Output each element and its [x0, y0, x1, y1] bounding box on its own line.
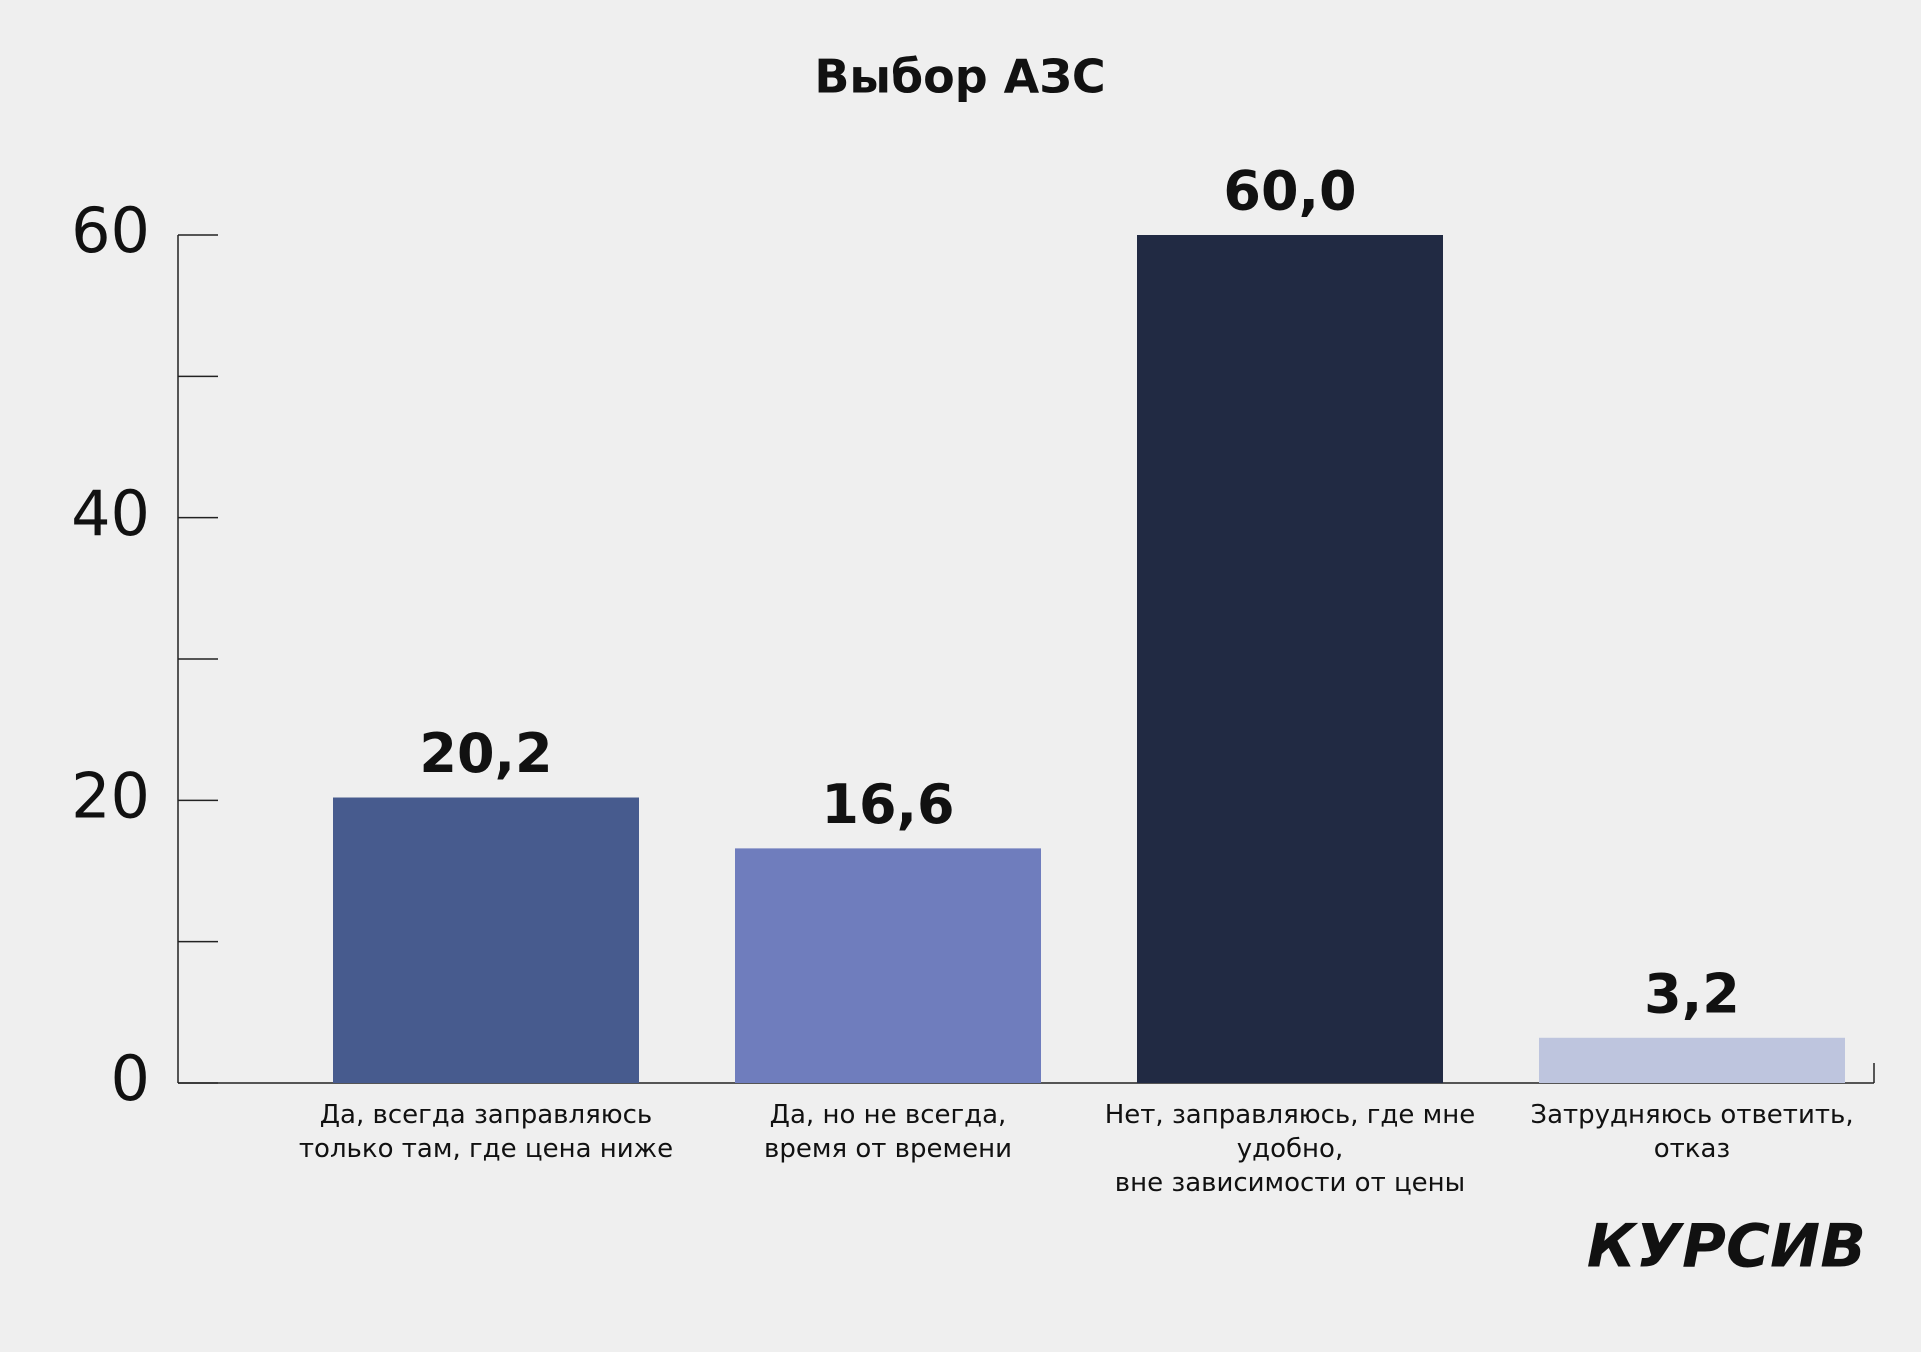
bar [1539, 1037, 1845, 1083]
y-tick-label: 0 [111, 1042, 150, 1115]
x-tick-label: Да, всегда заправляюсь только там, где ц… [298, 1100, 674, 1164]
value-label: 16,6 [821, 773, 954, 836]
bar [735, 848, 1041, 1083]
bar [333, 797, 639, 1083]
value-label: 60,0 [1223, 160, 1356, 223]
bar [1137, 235, 1443, 1083]
y-tick-label: 40 [71, 477, 150, 550]
x-tick-label: Затрудняюсь ответить, отказ [1530, 1100, 1854, 1164]
y-tick-label: 60 [71, 194, 150, 267]
x-tick-label: Нет, заправляюсь, где мне удобно, вне за… [1104, 1100, 1476, 1198]
logo: КУРСИВ [1587, 1212, 1866, 1282]
value-label: 3,2 [1644, 962, 1740, 1025]
chart-title: Выбор АЗС [814, 50, 1105, 104]
y-tick-label: 20 [71, 759, 150, 832]
x-tick-label: Да, но не всегда, время от времени [764, 1100, 1012, 1164]
value-label: 20,2 [419, 722, 552, 785]
